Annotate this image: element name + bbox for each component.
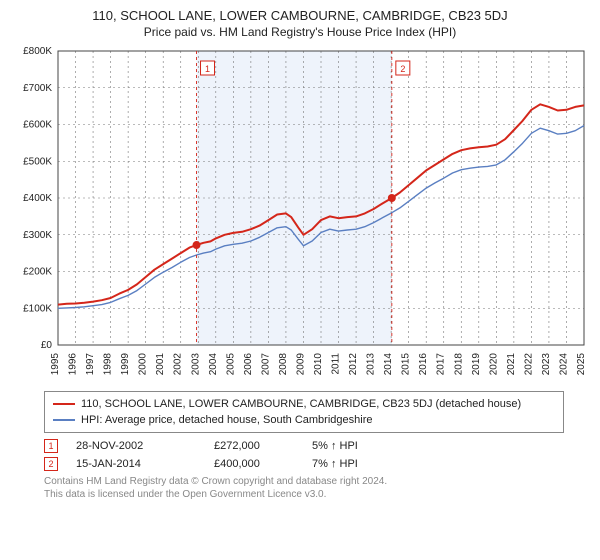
svg-text:2024: 2024: [558, 353, 569, 376]
sale-price: £272,000: [214, 440, 294, 452]
legend-label: HPI: Average price, detached house, Sout…: [81, 412, 372, 428]
svg-text:2005: 2005: [225, 353, 236, 376]
sale-hpi-diff: 7% ↑ HPI: [312, 458, 412, 470]
chart-container: 110, SCHOOL LANE, LOWER CAMBOURNE, CAMBR…: [0, 0, 600, 507]
legend-row: HPI: Average price, detached house, Sout…: [53, 412, 555, 428]
chart-subtitle: Price paid vs. HM Land Registry's House …: [10, 25, 590, 39]
sale-date: 15-JAN-2014: [76, 458, 196, 470]
svg-text:2022: 2022: [523, 353, 534, 376]
svg-text:£100K: £100K: [23, 303, 52, 314]
sale-row: 2 15-JAN-2014 £400,000 7% ↑ HPI: [44, 457, 564, 471]
svg-text:2002: 2002: [173, 353, 184, 376]
sales-list: 1 28-NOV-2002 £272,000 5% ↑ HPI 2 15-JAN-2014…: [44, 439, 564, 471]
svg-text:2012: 2012: [348, 353, 359, 376]
svg-text:2009: 2009: [295, 353, 306, 376]
svg-text:2006: 2006: [243, 353, 254, 376]
svg-text:1998: 1998: [103, 353, 114, 376]
svg-text:£700K: £700K: [23, 83, 52, 94]
svg-text:1997: 1997: [85, 353, 96, 376]
legend-swatch: [53, 419, 75, 421]
sale-price: £400,000: [214, 458, 294, 470]
svg-text:2025: 2025: [576, 353, 587, 376]
legend: 110, SCHOOL LANE, LOWER CAMBOURNE, CAMBR…: [44, 391, 564, 433]
svg-text:1995: 1995: [50, 353, 61, 376]
svg-text:2021: 2021: [506, 353, 517, 376]
svg-text:2007: 2007: [260, 353, 271, 376]
svg-text:2008: 2008: [278, 353, 289, 376]
svg-text:2017: 2017: [436, 353, 447, 376]
svg-text:£200K: £200K: [23, 267, 52, 278]
svg-text:2: 2: [400, 64, 405, 74]
svg-text:£800K: £800K: [23, 46, 52, 57]
attribution-line: This data is licensed under the Open Gov…: [44, 488, 584, 501]
svg-text:£500K: £500K: [23, 156, 52, 167]
line-chart: £0 £100K £200K £300K £400K £500K £600K £700K £80…: [10, 45, 590, 385]
svg-text:£300K: £300K: [23, 230, 52, 241]
chart-title: 110, SCHOOL LANE, LOWER CAMBOURNE, CAMBR…: [10, 8, 590, 23]
sale-row: 1 28-NOV-2002 £272,000 5% ↑ HPI: [44, 439, 564, 453]
svg-text:£600K: £600K: [23, 120, 52, 131]
sale-hpi-diff: 5% ↑ HPI: [312, 440, 412, 452]
svg-text:1999: 1999: [120, 353, 131, 376]
sale-marker-icon: 1: [44, 439, 58, 453]
sale-date: 28-NOV-2002: [76, 440, 196, 452]
svg-text:2016: 2016: [418, 353, 429, 376]
svg-text:£0: £0: [41, 340, 53, 351]
svg-text:2001: 2001: [155, 353, 166, 376]
attribution-line: Contains HM Land Registry data © Crown c…: [44, 475, 584, 488]
sale-marker-icon: 2: [44, 457, 58, 471]
svg-text:1996: 1996: [68, 353, 79, 376]
legend-label: 110, SCHOOL LANE, LOWER CAMBOURNE, CAMBR…: [81, 396, 521, 412]
svg-text:1: 1: [205, 64, 210, 74]
svg-text:2003: 2003: [190, 353, 201, 376]
svg-text:£400K: £400K: [23, 193, 52, 204]
svg-text:2018: 2018: [453, 353, 464, 376]
svg-text:2019: 2019: [471, 353, 482, 376]
svg-text:2020: 2020: [488, 353, 499, 376]
svg-text:2000: 2000: [138, 353, 149, 376]
svg-text:2013: 2013: [366, 353, 377, 376]
svg-text:2014: 2014: [383, 353, 394, 376]
svg-text:2004: 2004: [208, 353, 219, 376]
attribution: Contains HM Land Registry data © Crown c…: [44, 475, 584, 501]
svg-text:2023: 2023: [541, 353, 552, 376]
svg-text:2010: 2010: [313, 353, 324, 376]
legend-row: 110, SCHOOL LANE, LOWER CAMBOURNE, CAMBR…: [53, 396, 555, 412]
svg-text:2011: 2011: [331, 353, 342, 375]
svg-text:2015: 2015: [401, 353, 412, 376]
legend-swatch: [53, 403, 75, 405]
